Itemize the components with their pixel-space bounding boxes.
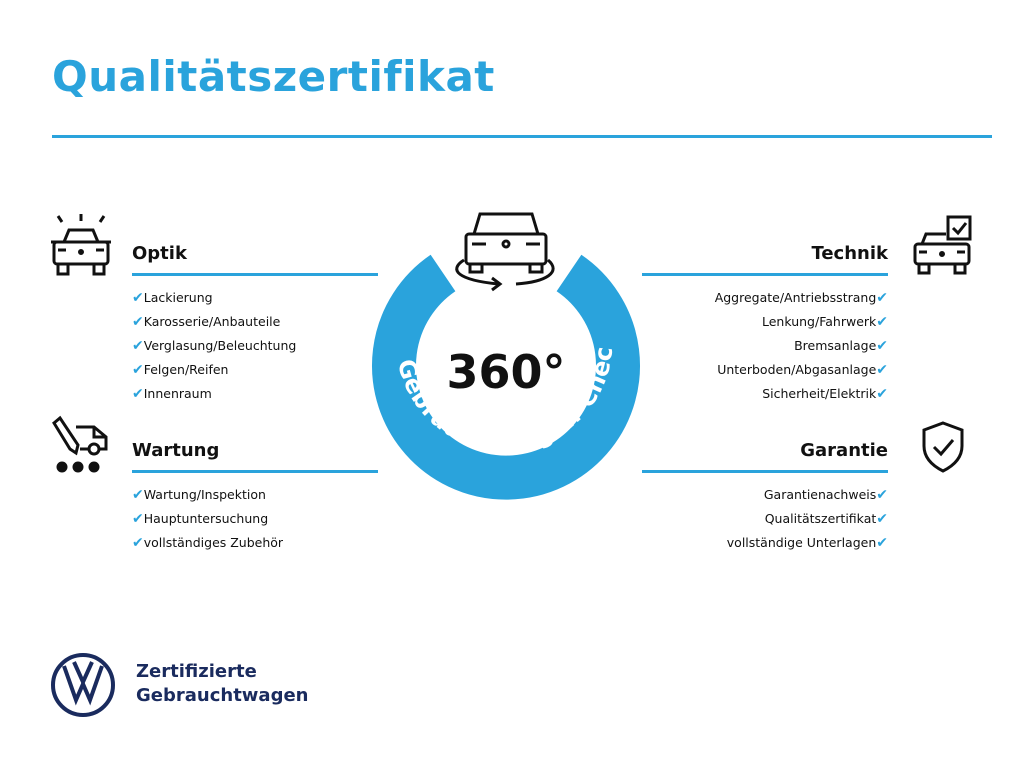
check-item-label: Felgen/Reifen [143,362,229,377]
section-technik: Technik Aggregate/Antriebsstrang✔ Lenkung… [642,241,888,406]
check-item: Aggregate/Antriebsstrang✔ [642,286,888,310]
divider [132,273,378,276]
check-item: Garantienachweis✔ [642,483,888,507]
ring-arc [372,254,640,500]
check-icon: ✔ [132,338,144,354]
section-title: Optik [132,243,187,264]
check-item-label: Karosserie/Anbauteile [143,314,281,329]
check-item-label: Garantienachweis [763,487,877,502]
footer-brand-text: Zertifizierte Gebrauchtwagen [136,660,308,708]
section-optik: Optik ✔Lackierung ✔Karosserie/Anbauteile ✔… [132,241,378,406]
check-item: ✔Verglasung/Beleuchtung [132,334,378,358]
check-icon: ✔ [876,487,888,503]
divider [132,470,378,473]
check-icon: ✔ [876,386,888,402]
section-garantie: Garantie Garantienachweis✔ Qualitätszerti… [642,438,888,555]
check-item-label: Verglasung/Beleuchtung [143,338,297,353]
shield-check-icon [922,421,964,473]
check-icon: ✔ [876,290,888,306]
check-item-label: Hauptuntersuchung [143,511,269,526]
degrees-label: 360° [446,345,565,399]
check-item-label: Wartung/Inspektion [143,487,266,502]
check-item-label: Bremsanlage [794,338,877,353]
check-item: Sicherheit/Elektrik✔ [642,382,888,406]
check-item: ✔Felgen/Reifen [132,358,378,382]
check-item-label: Innenraum [143,386,212,401]
check-item-label: Aggregate/Antriebsstrang [714,290,877,305]
check-icon: ✔ [132,362,144,378]
check-item-label: Unterboden/Abgasanlage [717,362,877,377]
section-wartung: Wartung ✔Wartung/Inspektion ✔Hauptuntersu… [132,438,378,555]
footer-line2: Gebrauchtwagen [136,685,309,706]
check-item-label: vollständiges Zubehör [143,535,284,550]
check-item: ✔Karosserie/Anbauteile [132,310,378,334]
check-icon: ✔ [876,362,888,378]
check-item-label: vollständige Unterlagen [726,535,877,550]
check-item: Bremsanlage✔ [642,334,888,358]
check-item: ✔Lackierung [132,286,378,310]
check-item: ✔Hauptuntersuchung [132,507,378,531]
check-item-label: Lackierung [143,290,213,305]
check-item: ✔Innenraum [132,382,378,406]
check-icon: ✔ [132,511,144,527]
car-service-icon [52,415,108,473]
section-title: Wartung [132,440,220,461]
car-checklist-icon [913,215,972,275]
check-icon: ✔ [876,314,888,330]
divider [52,135,992,138]
check-item-label: Qualitätszertifikat [764,511,877,526]
check-item: Qualitätszertifikat✔ [642,507,888,531]
check-icon: ✔ [132,314,144,330]
vw-logo [51,653,115,717]
check-icon: ✔ [132,535,144,551]
check-item: vollständige Unterlagen✔ [642,531,888,555]
divider [642,273,888,276]
check-icon: ✔ [132,386,144,402]
check-item-label: Lenkung/Fahrwerk [762,314,877,329]
check-icon: ✔ [876,535,888,551]
check-icon: ✔ [876,511,888,527]
car-rotate-icon [455,212,555,292]
check-item: ✔Wartung/Inspektion [132,483,378,507]
car-lights-icon [51,214,111,276]
check-icon: ✔ [876,338,888,354]
check-icon: ✔ [132,290,144,306]
check-item: ✔vollständiges Zubehör [132,531,378,555]
page-title: Qualitätszertifikat [52,52,495,101]
footer-line1: Zertifizierte [136,661,257,682]
check-item-label: Sicherheit/Elektrik [762,386,877,401]
section-title: Garantie [800,440,888,461]
section-title: Technik [811,243,888,264]
check-item: Lenkung/Fahrwerk✔ [642,310,888,334]
divider [642,470,888,473]
check-icon: ✔ [132,487,144,503]
check-item: Unterboden/Abgasanlage✔ [642,358,888,382]
check-ring: Gebrauchtwagen-Check 360° [366,200,640,500]
